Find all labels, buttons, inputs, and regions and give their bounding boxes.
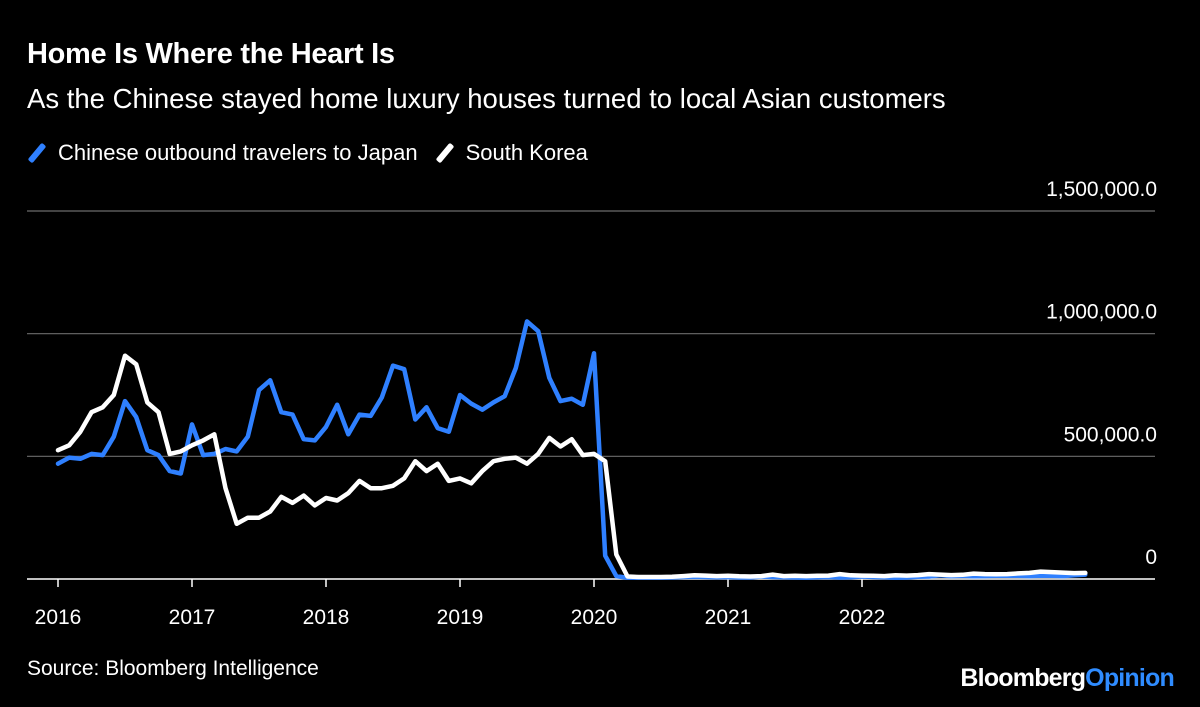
grid-lines	[27, 210, 1155, 580]
brand-suffix: Opinion	[1085, 664, 1175, 692]
brand-name: Bloomberg	[960, 664, 1086, 692]
x-tick-label: 2017	[169, 606, 216, 629]
y-tick-label: 1,000,000.0	[1046, 301, 1157, 324]
series-line-japan	[55, 319, 1088, 581]
x-axis-ticks	[57, 579, 863, 587]
y-tick-label: 0	[1145, 546, 1157, 569]
legend: Chinese outbound travelers to Japan Sout…	[27, 140, 608, 166]
legend-item-korea: South Korea	[435, 140, 588, 166]
chart-title: Home Is Where the Heart Is	[27, 38, 395, 70]
x-tick-label: 2018	[303, 606, 350, 629]
x-axis-labels: 2016 2017 2018 2019 2020 2021 2022	[35, 606, 886, 629]
legend-label-korea: South Korea	[465, 140, 588, 165]
series-lines	[55, 319, 1088, 581]
legend-label-japan: Chinese outbound travelers to Japan	[58, 140, 418, 165]
x-tick-label: 2016	[35, 606, 82, 629]
source-note: Source: Bloomberg Intelligence	[27, 657, 319, 680]
legend-item-japan: Chinese outbound travelers to Japan	[27, 140, 418, 166]
x-tick-label: 2022	[839, 606, 886, 629]
series-line-south-korea	[55, 353, 1088, 580]
y-axis-labels: 0 500,000.0 1,000,000.0 1,500,000.0	[1046, 178, 1157, 569]
x-tick-label: 2020	[571, 606, 618, 629]
y-tick-label: 500,000.0	[1064, 423, 1157, 446]
brand-logo: BloombergOpinion	[960, 664, 1174, 693]
chart-subtitle: As the Chinese stayed home luxury houses…	[27, 83, 946, 114]
x-tick-label: 2021	[705, 606, 752, 629]
y-tick-label: 1,500,000.0	[1046, 178, 1157, 201]
x-tick-label: 2019	[437, 606, 484, 629]
